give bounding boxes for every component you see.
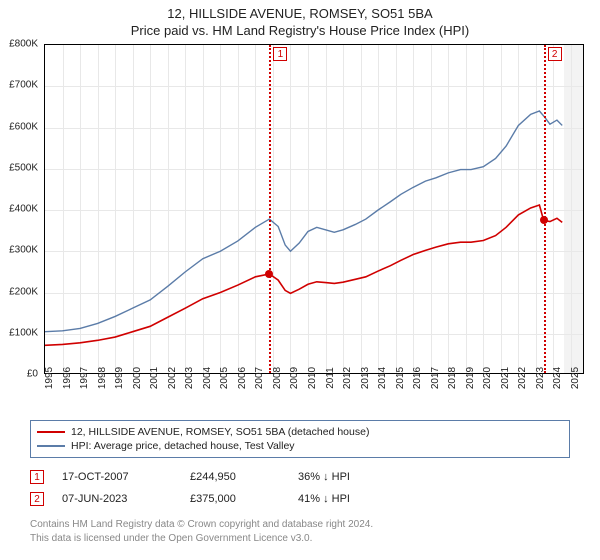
- tx-id-box: 1: [30, 470, 44, 484]
- x-tick-label: 2007: [254, 367, 265, 389]
- tx-diff: 36% ↓ HPI: [298, 471, 418, 483]
- legend-swatch-hpi: [37, 445, 65, 447]
- y-tick-label: £800K: [9, 39, 38, 50]
- x-tick-label: 2004: [202, 367, 213, 389]
- tx-diff: 41% ↓ HPI: [298, 493, 418, 505]
- legend-label-property: 12, HILLSIDE AVENUE, ROMSEY, SO51 5BA (d…: [71, 426, 369, 438]
- y-tick-label: £500K: [9, 162, 38, 173]
- x-tick-label: 2012: [342, 367, 353, 389]
- x-tick-label: 2024: [552, 367, 563, 389]
- tx-id-box: 2: [30, 492, 44, 506]
- tx-date: 07-JUN-2023: [62, 493, 182, 505]
- series-hpi: [45, 111, 562, 332]
- transaction-row: 2 07-JUN-2023 £375,000 41% ↓ HPI: [30, 488, 570, 510]
- marker-box-1: 1: [273, 47, 287, 61]
- chart-title: 12, HILLSIDE AVENUE, ROMSEY, SO51 5BA: [0, 6, 600, 21]
- x-tick-label: 2025: [570, 367, 581, 389]
- legend-row: HPI: Average price, detached house, Test…: [37, 439, 563, 453]
- marker-dot-1: [265, 270, 273, 278]
- x-tick-label: 2009: [289, 367, 300, 389]
- chart-subtitle: Price paid vs. HM Land Registry's House …: [0, 23, 600, 38]
- x-tick-label: 2005: [219, 367, 230, 389]
- footer: Contains HM Land Registry data © Crown c…: [30, 518, 570, 545]
- x-tick-label: 2016: [412, 367, 423, 389]
- x-tick-label: 2013: [360, 367, 371, 389]
- footer-line: Contains HM Land Registry data © Crown c…: [30, 518, 570, 532]
- legend-swatch-property: [37, 431, 65, 433]
- marker-box-2: 2: [548, 47, 562, 61]
- x-tick-label: 1995: [44, 367, 55, 389]
- x-tick-label: 2019: [465, 367, 476, 389]
- chart-area: 12: [44, 44, 584, 404]
- x-tick-label: 2022: [517, 367, 528, 389]
- legend: 12, HILLSIDE AVENUE, ROMSEY, SO51 5BA (d…: [30, 420, 570, 458]
- series-property: [45, 205, 562, 345]
- plot-region: 12: [44, 44, 584, 374]
- legend-label-hpi: HPI: Average price, detached house, Test…: [71, 440, 295, 452]
- x-tick-label: 2001: [149, 367, 160, 389]
- x-tick-label: 2014: [377, 367, 388, 389]
- y-tick-label: £600K: [9, 121, 38, 132]
- transaction-row: 1 17-OCT-2007 £244,950 36% ↓ HPI: [30, 466, 570, 488]
- x-tick-label: 2023: [535, 367, 546, 389]
- y-tick-label: £100K: [9, 327, 38, 338]
- marker-dot-2: [540, 216, 548, 224]
- y-tick-label: £400K: [9, 204, 38, 215]
- marker-line-1: [269, 45, 271, 373]
- x-tick-label: 2017: [430, 367, 441, 389]
- x-tick-label: 2011: [325, 367, 336, 389]
- line-chart-svg: [45, 45, 584, 374]
- x-tick-label: 2015: [395, 367, 406, 389]
- x-axis: 1995199619971998199920002001200220032004…: [44, 376, 584, 406]
- x-tick-label: 2010: [307, 367, 318, 389]
- marker-line-2: [544, 45, 546, 373]
- x-tick-label: 2008: [272, 367, 283, 389]
- x-tick-label: 2006: [237, 367, 248, 389]
- y-tick-label: £0: [27, 369, 38, 380]
- x-tick-label: 1997: [79, 367, 90, 389]
- transactions-table: 1 17-OCT-2007 £244,950 36% ↓ HPI 2 07-JUN-202…: [30, 466, 570, 510]
- tx-date: 17-OCT-2007: [62, 471, 182, 483]
- x-tick-label: 1998: [97, 367, 108, 389]
- y-axis: £0£100K£200K£300K£400K£500K£600K£700K£80…: [0, 44, 42, 374]
- footer-line: This data is licensed under the Open Gov…: [30, 532, 570, 546]
- legend-row: 12, HILLSIDE AVENUE, ROMSEY, SO51 5BA (d…: [37, 425, 563, 439]
- x-tick-label: 2021: [500, 367, 511, 389]
- x-tick-label: 2020: [482, 367, 493, 389]
- x-tick-label: 2018: [447, 367, 458, 389]
- y-tick-label: £700K: [9, 80, 38, 91]
- tx-price: £375,000: [190, 493, 290, 505]
- x-tick-label: 1999: [114, 367, 125, 389]
- y-tick-label: £200K: [9, 286, 38, 297]
- y-tick-label: £300K: [9, 245, 38, 256]
- x-tick-label: 2003: [184, 367, 195, 389]
- tx-price: £244,950: [190, 471, 290, 483]
- x-tick-label: 1996: [62, 367, 73, 389]
- x-tick-label: 2002: [167, 367, 178, 389]
- x-tick-label: 2000: [132, 367, 143, 389]
